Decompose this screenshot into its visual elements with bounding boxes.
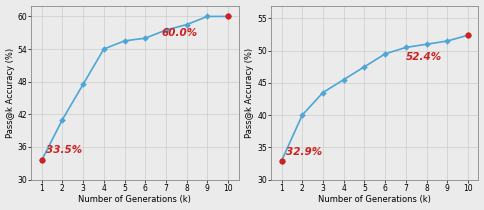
Text: 33.5%: 33.5% bbox=[46, 145, 82, 155]
Text: 60.0%: 60.0% bbox=[162, 28, 198, 38]
Text: 32.9%: 32.9% bbox=[286, 147, 322, 157]
Text: 52.4%: 52.4% bbox=[406, 52, 442, 62]
Y-axis label: Pass@k Accuracy (%): Pass@k Accuracy (%) bbox=[245, 47, 255, 138]
X-axis label: Number of Generations (k): Number of Generations (k) bbox=[318, 196, 431, 205]
Y-axis label: Pass@k Accuracy (%): Pass@k Accuracy (%) bbox=[5, 47, 15, 138]
X-axis label: Number of Generations (k): Number of Generations (k) bbox=[78, 196, 191, 205]
